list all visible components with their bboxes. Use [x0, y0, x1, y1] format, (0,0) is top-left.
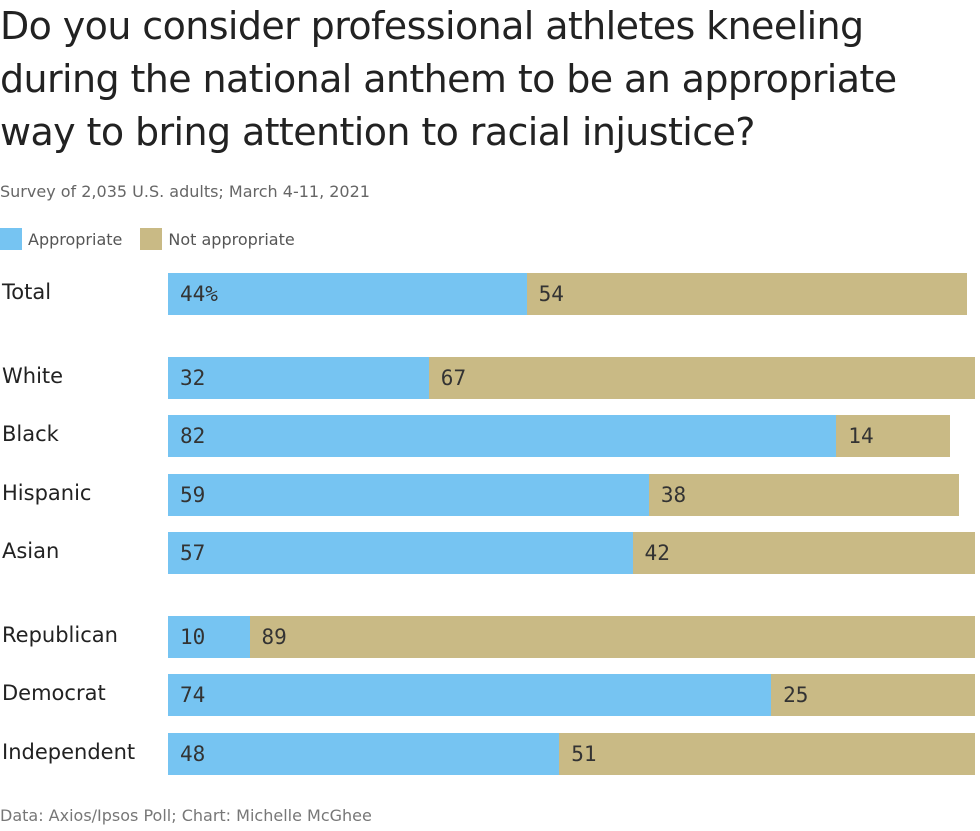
bar-independent-not-appropriate: [559, 732, 975, 775]
chart-title: Do you consider professional athletes kn…: [0, 4, 897, 154]
legend-swatch-appropriate: [0, 228, 22, 250]
data-label-black-appropriate: 82: [180, 424, 206, 448]
data-label-republican-not-appropriate: 89: [261, 624, 287, 649]
bar-asian-not-appropriate: [632, 532, 975, 574]
legend-swatch-not-appropriate: [140, 228, 163, 250]
data-label-independent-appropriate: 48: [180, 741, 206, 766]
bar-hispanic-not-appropriate: [648, 473, 959, 516]
bar-total-not-appropriate: [526, 273, 967, 315]
data-label-asian-appropriate: 57: [180, 541, 206, 565]
row-label-asian: Asian: [2, 539, 60, 563]
data-label-black-not-appropriate: 14: [848, 424, 874, 448]
legend: Appropriate Not appropriate: [0, 228, 313, 250]
row-label-total: Total: [2, 280, 52, 304]
data-label-hispanic-not-appropriate: 38: [660, 482, 687, 507]
legend-item-appropriate: Appropriate: [0, 228, 122, 250]
row-label-republican: Republican: [2, 622, 118, 647]
data-label-white-not-appropriate: 67: [440, 365, 467, 390]
legend-label-appropriate: Appropriate: [28, 229, 123, 249]
data-label-total-appropriate: 44%: [180, 282, 218, 306]
data-label-white-appropriate: 32: [180, 365, 206, 390]
row-label-white: White: [2, 363, 64, 388]
bar-hispanic-appropriate: [168, 473, 649, 516]
row-label-black: Black: [2, 422, 59, 446]
row-label-independent: Independent: [2, 739, 136, 764]
chart-subtitle: Survey of 2,035 U.S. adults; March 4-11,…: [0, 182, 370, 201]
bar-white-appropriate: [168, 356, 429, 399]
data-label-democrat-appropriate: 74: [180, 683, 206, 707]
bar-democrat-not-appropriate: [771, 674, 975, 716]
data-label-republican-appropriate: 10: [180, 624, 206, 649]
bar-total-appropriate: [168, 273, 527, 315]
bar-republican-appropriate: [168, 615, 250, 658]
bar-republican-not-appropriate: [249, 615, 975, 658]
bar-black-appropriate: [168, 415, 837, 457]
data-label-asian-not-appropriate: 42: [644, 541, 670, 565]
bar-asian-appropriate: [168, 532, 633, 574]
data-label-independent-not-appropriate: 51: [571, 741, 597, 766]
data-label-hispanic-appropriate: 59: [180, 482, 206, 507]
data-label-total-not-appropriate: 54: [538, 282, 564, 306]
bar-black-not-appropriate: [836, 415, 951, 457]
row-label-democrat: Democrat: [2, 681, 106, 705]
bar-democrat-appropriate: [168, 674, 772, 716]
legend-label-not-appropriate: Not appropriate: [168, 229, 295, 249]
data-label-democrat-not-appropriate: 25: [783, 683, 809, 707]
legend-item-not-appropriate: Not appropriate: [140, 228, 295, 250]
chart-footer: Data: Axios/Ipsos Poll; Chart: Michelle …: [0, 806, 372, 825]
bar-white-not-appropriate: [428, 356, 975, 399]
row-label-hispanic: Hispanic: [2, 480, 92, 505]
bar-independent-appropriate: [168, 732, 560, 775]
